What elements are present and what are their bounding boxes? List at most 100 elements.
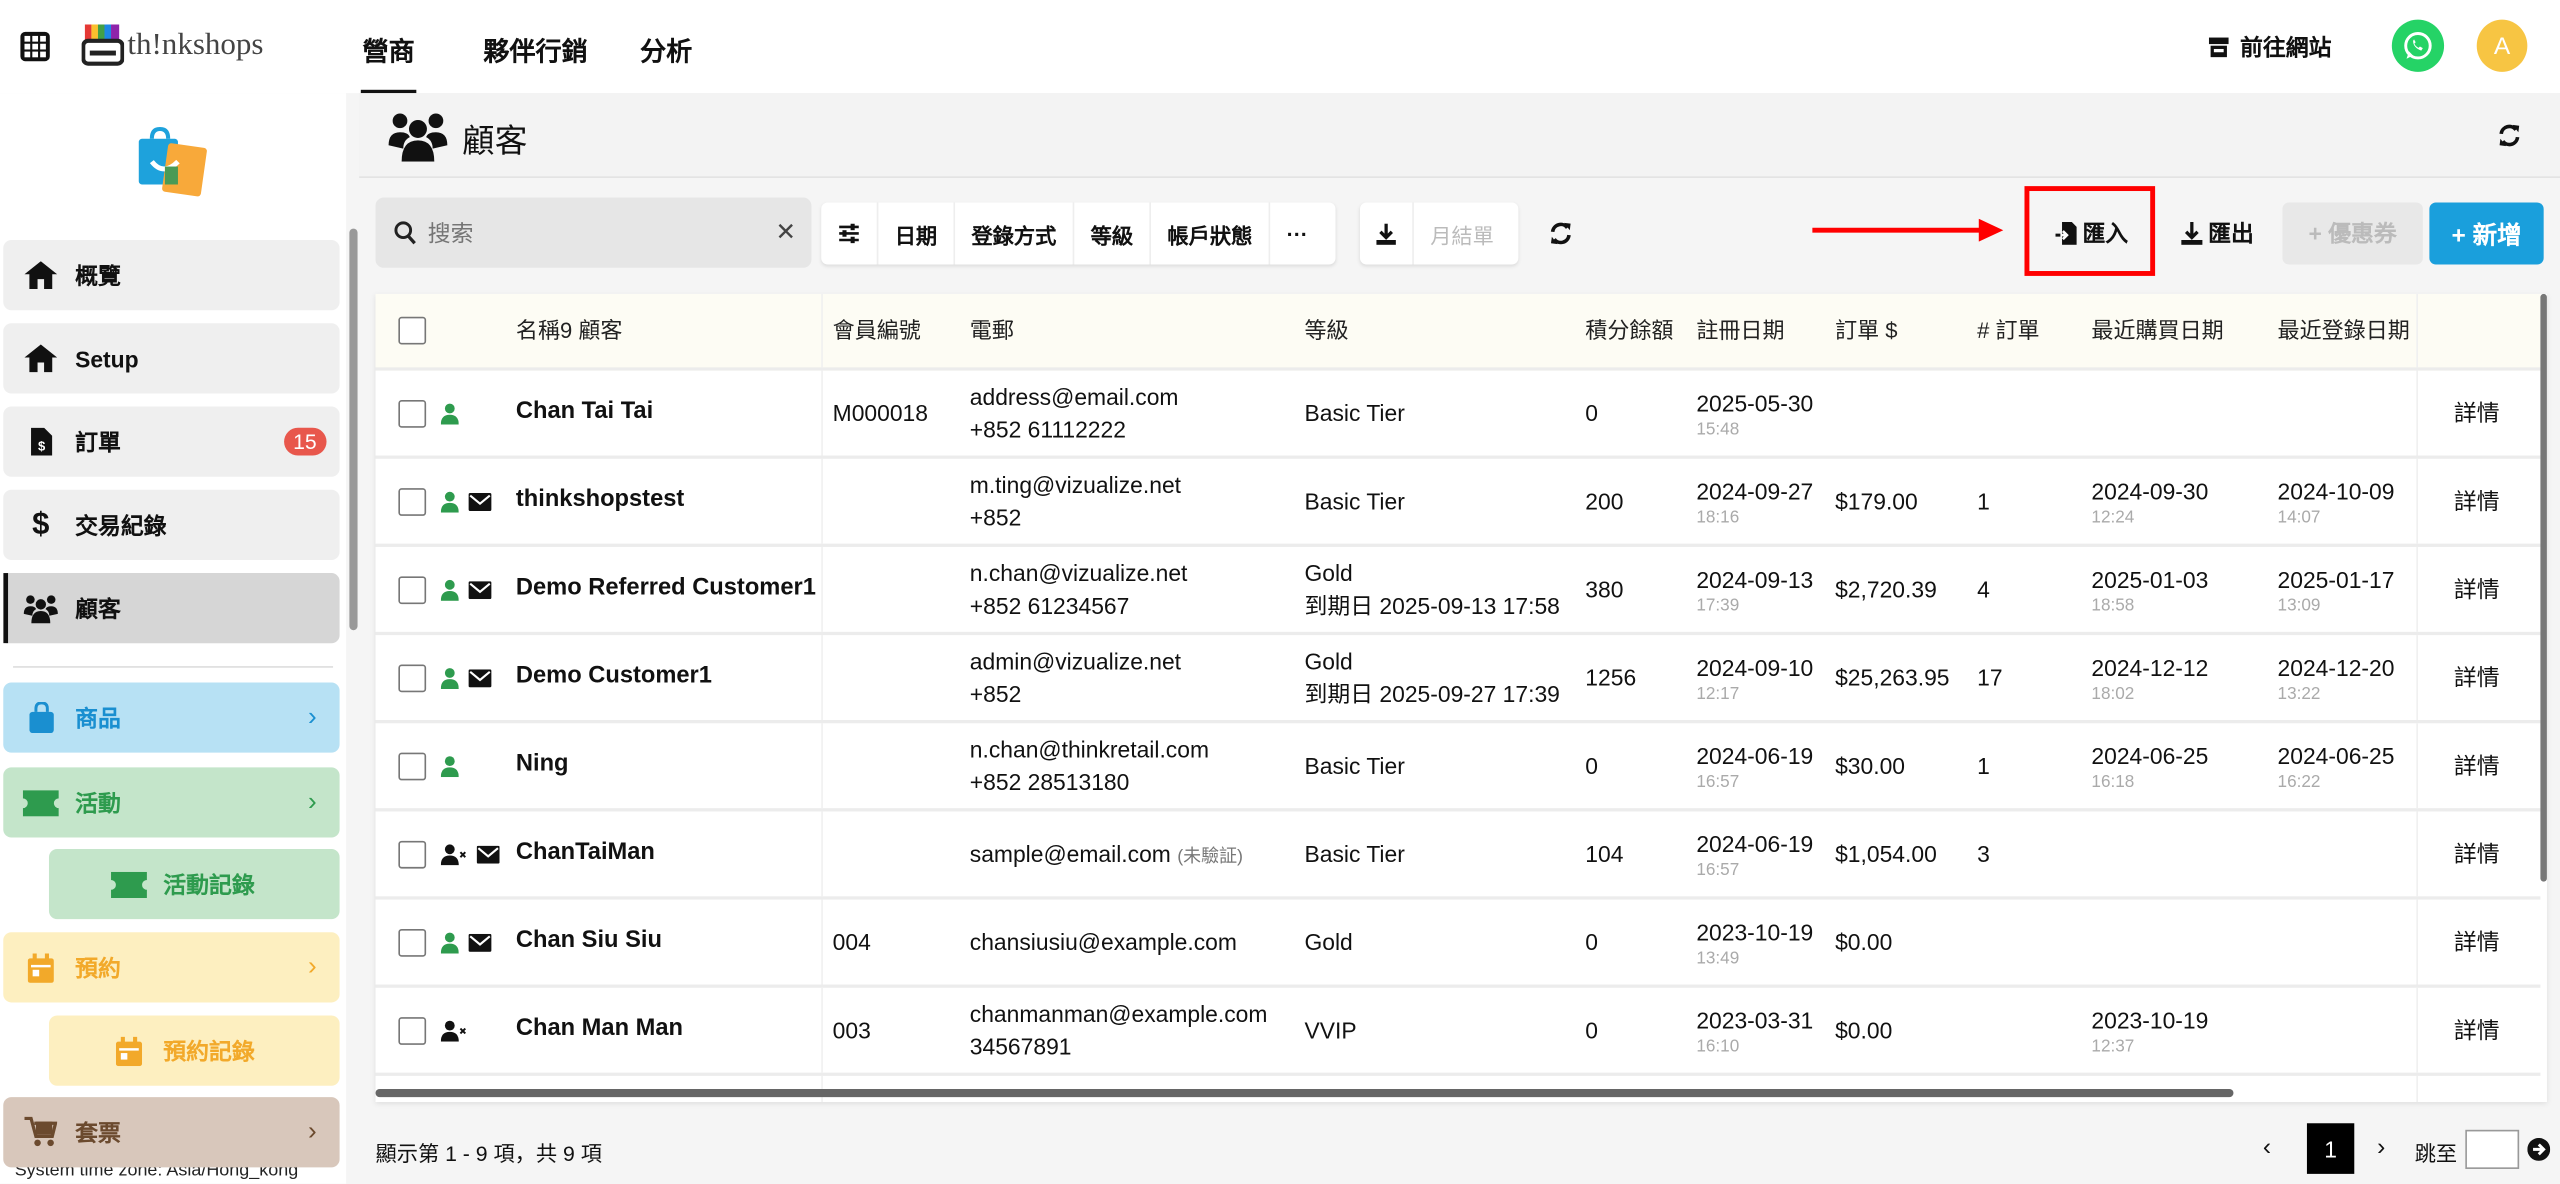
details-link[interactable]: 詳情 bbox=[2453, 399, 2500, 426]
brand-logo[interactable]: th!nkshops bbox=[81, 20, 264, 72]
row-checkbox[interactable] bbox=[398, 663, 427, 692]
phone: 34567891 bbox=[969, 1033, 1072, 1060]
users-icon bbox=[388, 113, 448, 162]
details-link[interactable]: 詳情 bbox=[2453, 840, 2500, 867]
import-button[interactable]: 匯入 bbox=[2041, 202, 2142, 264]
row-checkbox[interactable] bbox=[398, 839, 427, 868]
shop-logo-icon bbox=[81, 24, 125, 66]
select-all-checkbox[interactable] bbox=[398, 316, 427, 345]
user-avatar[interactable]: A bbox=[2476, 19, 2528, 72]
apps-grid-icon[interactable] bbox=[20, 31, 51, 62]
table-row[interactable]: Ning n.chan@thinkretail.com +852 28513180… bbox=[375, 723, 2541, 812]
row-checkbox[interactable] bbox=[398, 487, 427, 516]
sidebar-item-7[interactable]: 活動記錄 bbox=[48, 848, 340, 920]
table-row[interactable]: Chan Man Man 003 chanmanman@example.com 3… bbox=[375, 987, 2541, 1076]
col-tier[interactable]: 等級 bbox=[1304, 317, 1349, 343]
col-last-purchase[interactable]: 最近購買日期 bbox=[2091, 317, 2224, 343]
details-link[interactable]: 詳情 bbox=[2453, 487, 2500, 515]
reload-icon[interactable] bbox=[1549, 222, 1572, 245]
search-input[interactable]: ✕ bbox=[375, 197, 812, 268]
visit-site-link[interactable]: 前往網站 bbox=[2207, 31, 2331, 64]
unverified-user-icon bbox=[440, 1019, 466, 1041]
table-row[interactable]: thinkshopstest m.ting@vizualize.net +852 … bbox=[375, 458, 2541, 547]
export-button[interactable]: 匯出 bbox=[2168, 202, 2266, 264]
sidebar-item-9[interactable]: 預約記錄 bbox=[48, 1015, 340, 1086]
sidebar-item-2[interactable]: $ 訂單 15 bbox=[3, 406, 340, 477]
tab-business[interactable]: 營商 bbox=[360, 29, 417, 97]
sidebar-item-0[interactable]: 概覽 bbox=[3, 239, 340, 311]
whatsapp-button[interactable] bbox=[2391, 19, 2445, 72]
row-checkbox[interactable] bbox=[398, 399, 427, 427]
add-customer-button[interactable]: + 新增 bbox=[2429, 202, 2544, 265]
status-icons bbox=[438, 547, 507, 632]
tab-partner-marketing[interactable]: 夥伴行銷 bbox=[483, 29, 588, 68]
details-link[interactable]: 詳情 bbox=[2453, 1016, 2500, 1044]
table-row[interactable]: Chan Tai Tai M000018 address@email.com +8… bbox=[375, 370, 2541, 459]
col-order-total[interactable]: 訂單 $ bbox=[1835, 317, 1898, 343]
col-last-login[interactable]: 最近登錄日期 bbox=[2277, 317, 2410, 343]
email-icon bbox=[468, 933, 492, 952]
col-registered[interactable]: 註冊日期 bbox=[1696, 317, 1785, 343]
status-icons bbox=[438, 900, 507, 985]
details-link[interactable]: 詳情 bbox=[2453, 752, 2500, 779]
details-link[interactable]: 詳情 bbox=[2453, 664, 2500, 691]
row-checkbox[interactable] bbox=[398, 751, 427, 780]
tier: Basic Tier bbox=[1304, 752, 1405, 779]
download-button[interactable] bbox=[1360, 202, 1414, 265]
page-1-button[interactable]: 1 bbox=[2306, 1123, 2355, 1174]
coupon-button[interactable]: + 優惠券 bbox=[2282, 202, 2423, 265]
sidebar-scrollbar[interactable] bbox=[349, 228, 358, 631]
table-row[interactable]: Demo Customer1 admin@vizualize.net +852 G… bbox=[375, 635, 2541, 724]
details-link[interactable]: 詳情 bbox=[2453, 928, 2500, 955]
sidebar-item-10[interactable]: 套票 › bbox=[3, 1097, 340, 1168]
col-order-count[interactable]: # 訂單 bbox=[1977, 317, 2040, 343]
col-member-no[interactable]: 會員編號 bbox=[821, 293, 960, 368]
row-checkbox[interactable] bbox=[398, 1016, 427, 1045]
vertical-scrollbar[interactable] bbox=[2540, 293, 2547, 882]
col-name[interactable]: 名稱9 顧客 bbox=[515, 317, 623, 343]
filter-login-method[interactable]: 登錄方式 bbox=[955, 202, 1075, 265]
avatar-letter: A bbox=[2493, 31, 2511, 60]
row-select-cell bbox=[376, 459, 438, 544]
sidebar-item-1[interactable]: Setup bbox=[3, 323, 340, 394]
col-points[interactable]: 積分餘額 bbox=[1585, 317, 1674, 343]
order-count: 4 bbox=[1977, 576, 1990, 603]
tier: Basic Tier bbox=[1304, 399, 1405, 426]
next-page-button[interactable]: › bbox=[2377, 1133, 2386, 1161]
filter-date[interactable]: 日期 bbox=[878, 202, 956, 265]
more-filters-button[interactable]: ··· bbox=[1270, 202, 1324, 264]
shopping-bag-icon bbox=[23, 702, 59, 734]
tier: Gold bbox=[1304, 647, 1353, 674]
row-select-cell bbox=[376, 371, 438, 456]
tab-analytics[interactable]: 分析 bbox=[640, 29, 692, 68]
table-row[interactable]: Chan Siu Siu 004 chansiusiu@example.com … bbox=[375, 899, 2541, 988]
sidebar-item-6[interactable]: 活動 › bbox=[3, 767, 340, 838]
page-title: 顧客 bbox=[462, 124, 528, 160]
row-checkbox[interactable] bbox=[398, 575, 427, 604]
sidebar-item-3[interactable]: $ 交易紀錄 bbox=[3, 489, 340, 560]
go-arrow-icon[interactable] bbox=[2527, 1137, 2551, 1161]
col-email[interactable]: 電郵 bbox=[969, 317, 1014, 343]
details-link[interactable]: 詳情 bbox=[2453, 576, 2500, 603]
registered-date: 2024-09-13 bbox=[1696, 565, 1814, 592]
clear-search-icon[interactable]: ✕ bbox=[775, 218, 797, 247]
refresh-icon[interactable] bbox=[2498, 124, 2521, 147]
filter-settings-button[interactable] bbox=[821, 202, 879, 265]
search-field[interactable] bbox=[427, 210, 755, 255]
filter-tier[interactable]: 等級 bbox=[1074, 202, 1152, 265]
sidebar-item-5[interactable]: 商品 › bbox=[3, 682, 340, 753]
prev-page-button[interactable]: ‹ bbox=[2262, 1133, 2272, 1161]
table-row[interactable]: Demo Referred Customer1 n.chan@vizualize… bbox=[375, 546, 2541, 636]
filter-account-status[interactable]: 帳戶狀態 bbox=[1151, 202, 1271, 265]
table-row[interactable]: ChanTaiMan sample@email.com (未驗証) Basic … bbox=[375, 811, 2541, 900]
row-checkbox[interactable] bbox=[398, 928, 427, 956]
unverified-user-icon bbox=[440, 843, 466, 865]
horizontal-scrollbar[interactable] bbox=[375, 1088, 2234, 1098]
monthly-statement-button[interactable]: 月結單 bbox=[1414, 202, 1510, 264]
registered-date: 2025-05-30 bbox=[1696, 389, 1814, 416]
sidebar-item-label: 活動記錄 bbox=[163, 871, 255, 898]
sidebar-item-4[interactable]: 顧客 bbox=[3, 573, 340, 644]
status-icons bbox=[438, 988, 507, 1073]
jump-page-input[interactable] bbox=[2465, 1129, 2520, 1169]
sidebar-item-8[interactable]: 預約 › bbox=[3, 932, 340, 1003]
